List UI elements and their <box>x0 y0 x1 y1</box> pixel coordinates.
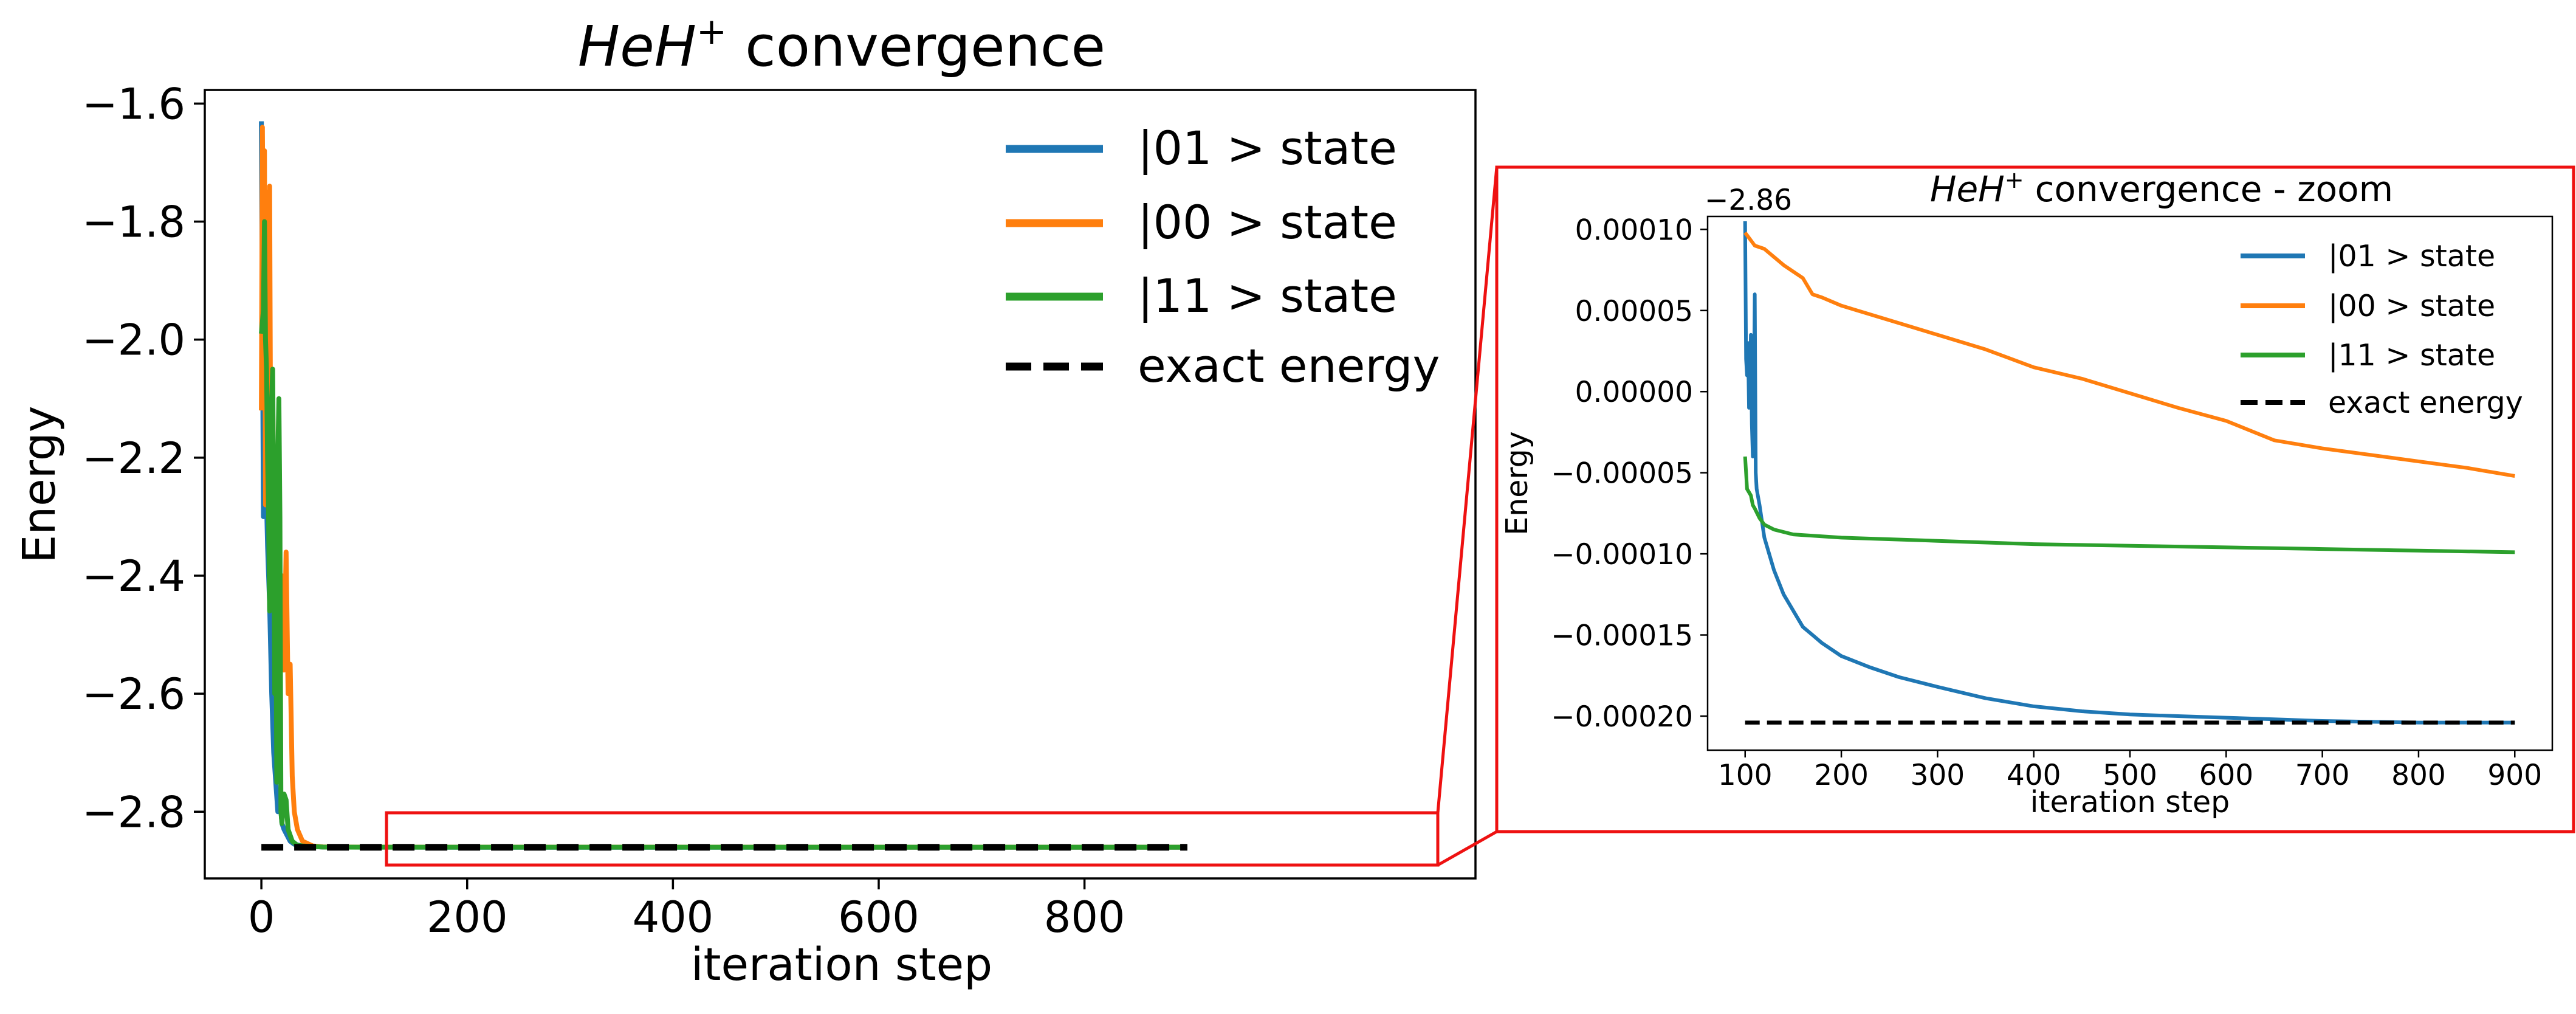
zoom-title-superscript: + <box>2005 167 2024 193</box>
main-x-tick-label: 200 <box>427 892 508 942</box>
zoom-legend-label-01: |01 > state <box>2328 239 2495 274</box>
zoom-region-box <box>385 811 1440 867</box>
zoom-x-tick-label: 800 <box>2391 759 2446 792</box>
zoom-x-axis: 100 200 300 400 500 600 700 800 900 <box>1718 750 2542 792</box>
zoom-x-tick-label: 400 <box>2007 759 2061 792</box>
main-chart-title: HeH+ convergence <box>578 10 1105 79</box>
zoom-x-tick-label: 600 <box>2199 759 2253 792</box>
main-x-tick-label: 600 <box>838 892 919 942</box>
main-legend-label-11: |11 > state <box>1138 269 1397 323</box>
main-legend-label-exact: exact energy <box>1138 339 1440 393</box>
main-y-tick-label: −1.6 <box>82 79 185 129</box>
main-title-math: HeH <box>578 14 696 79</box>
main-y-tick-label: −2.8 <box>82 787 185 837</box>
zoom-series-group <box>1743 221 2515 725</box>
main-legend-label-01: |01 > state <box>1138 121 1397 176</box>
main-y-axis: −1.6 −1.8 −2.0 −2.2 −2.4 −2.6 −2.8 <box>82 79 205 837</box>
main-chart: HeH+ convergence 0 200 400 600 800 −1.6 −1.8 −2… <box>13 10 1477 991</box>
main-legend: |01 > state |00 > state |11 > state exac… <box>1006 121 1440 393</box>
zoom-y-tick-label: −0.00010 <box>1551 538 1693 571</box>
zoom-x-tick-label: 100 <box>1718 759 1773 792</box>
zoom-x-tick-label: 700 <box>2295 759 2350 792</box>
main-x-tick-label: 800 <box>1044 892 1125 942</box>
zoom-legend: |01 > state |00 > state |11 > state exac… <box>2241 239 2523 420</box>
zoom-series-line-0 <box>1743 221 2515 725</box>
zoom-y-tick-label: −0.00020 <box>1551 700 1693 734</box>
main-legend-label-00: |00 > state <box>1138 195 1397 250</box>
zoom-y-tick-label: 0.00000 <box>1575 376 1693 409</box>
zoom-legend-label-00: |00 > state <box>2328 289 2495 323</box>
zoom-series-line-2 <box>1743 456 2515 554</box>
zoom-chart: HeH+ convergence - zoom −2.86 100 200 300 40… <box>1500 167 2554 819</box>
main-title-superscript: + <box>696 10 727 53</box>
zoom-title-text: convergence - zoom <box>2035 168 2394 210</box>
main-x-tick-label: 0 <box>248 892 275 942</box>
main-series-group <box>259 121 1187 851</box>
zoom-chart-title: HeH+ convergence - zoom <box>1930 167 2393 210</box>
zoom-connector-top <box>1436 167 1499 813</box>
main-y-tick-label: −2.0 <box>82 316 185 365</box>
main-y-axis-label: Energy <box>13 405 66 563</box>
zoom-y-tick-label: 0.00010 <box>1575 213 1693 247</box>
zoom-offset-label: −2.86 <box>1705 184 1792 217</box>
zoom-x-tick-label: 500 <box>2103 759 2157 792</box>
zoom-x-tick-label: 300 <box>1911 759 1965 792</box>
main-y-tick-label: −2.2 <box>82 433 185 483</box>
zoom-legend-label-11: |11 > state <box>2328 338 2495 373</box>
zoom-title-math: HeH <box>1930 168 2005 210</box>
main-x-axis: 0 200 400 600 800 <box>248 878 1125 942</box>
zoom-y-axis-label: Energy <box>1500 431 1534 536</box>
main-x-axis-label: iteration step <box>691 939 992 991</box>
zoom-y-tick-label: 0.00005 <box>1575 295 1693 328</box>
zoom-x-axis-label: iteration step <box>2030 785 2230 819</box>
main-x-tick-label: 400 <box>633 892 714 942</box>
main-y-tick-label: −1.8 <box>82 197 185 247</box>
zoom-legend-label-exact: exact energy <box>2328 385 2523 420</box>
zoom-y-tick-label: −0.00015 <box>1551 619 1693 653</box>
main-y-tick-label: −2.4 <box>82 551 185 601</box>
main-y-tick-label: −2.6 <box>82 669 185 719</box>
zoom-y-tick-label: −0.00005 <box>1551 457 1693 491</box>
main-title-text: convergence <box>745 14 1105 79</box>
zoom-y-axis: 0.00010 0.00005 0.00000 −0.00005 −0.00010 −0.… <box>1551 213 1708 734</box>
zoom-x-tick-label: 200 <box>1814 759 1869 792</box>
zoom-x-tick-label: 900 <box>2487 759 2542 792</box>
main-plot-frame <box>204 89 1477 880</box>
zoom-series-line-1 <box>1743 231 2515 478</box>
zoom-connector-bottom <box>1437 830 1498 867</box>
